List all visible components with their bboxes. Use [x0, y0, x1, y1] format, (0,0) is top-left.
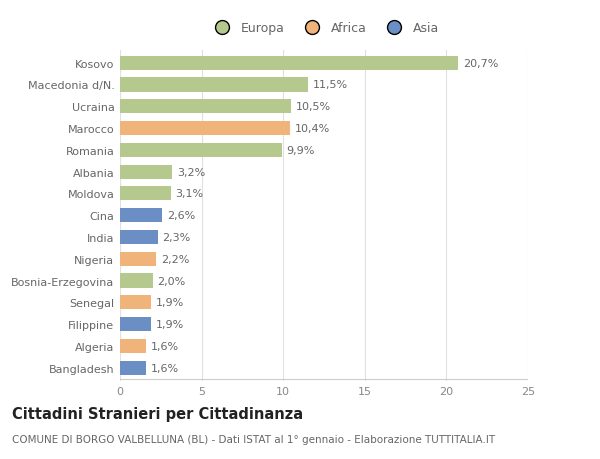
Bar	[120, 252, 156, 266]
Bar	[120, 78, 308, 92]
Bar	[120, 274, 152, 288]
Text: 10,4%: 10,4%	[295, 124, 330, 134]
Text: COMUNE DI BORGO VALBELLUNA (BL) - Dati ISTAT al 1° gennaio - Elaborazione TUTTIT: COMUNE DI BORGO VALBELLUNA (BL) - Dati I…	[12, 434, 495, 444]
Bar	[120, 187, 170, 201]
Legend: Europa, Africa, Asia: Europa, Africa, Asia	[204, 17, 444, 40]
Text: 2,0%: 2,0%	[158, 276, 186, 286]
Text: Cittadini Stranieri per Cittadinanza: Cittadini Stranieri per Cittadinanza	[12, 406, 303, 421]
Text: 1,9%: 1,9%	[156, 298, 184, 308]
Bar	[120, 56, 458, 71]
Text: 2,3%: 2,3%	[163, 232, 191, 242]
Text: 1,6%: 1,6%	[151, 363, 179, 373]
Text: 1,9%: 1,9%	[156, 319, 184, 330]
Text: 2,6%: 2,6%	[167, 211, 196, 221]
Bar	[120, 122, 290, 136]
Text: 2,2%: 2,2%	[161, 254, 189, 264]
Text: 3,1%: 3,1%	[175, 189, 203, 199]
Bar	[120, 143, 281, 157]
Text: 9,9%: 9,9%	[286, 146, 315, 156]
Bar	[120, 317, 151, 331]
Bar	[120, 100, 292, 114]
Text: 11,5%: 11,5%	[313, 80, 348, 90]
Text: 10,5%: 10,5%	[296, 102, 331, 112]
Bar	[120, 165, 172, 179]
Bar	[120, 296, 151, 310]
Bar	[120, 209, 163, 223]
Bar	[120, 339, 146, 353]
Bar	[120, 361, 146, 375]
Bar	[120, 230, 158, 245]
Text: 3,2%: 3,2%	[177, 167, 205, 177]
Text: 20,7%: 20,7%	[463, 59, 498, 68]
Text: 1,6%: 1,6%	[151, 341, 179, 351]
